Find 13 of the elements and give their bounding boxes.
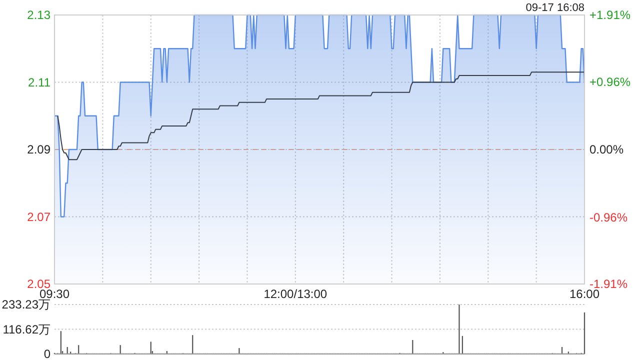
y2-tick-label: +1.91%	[590, 8, 631, 22]
y2-tick-label: +0.96%	[590, 75, 631, 90]
y-tick-label: 2.07	[27, 210, 51, 224]
y-tick-label: 2.13	[27, 8, 51, 22]
x-tick-label: 12:00/13:00	[264, 287, 328, 301]
y-tick-label: 116.62万	[2, 322, 50, 336]
y-tick-label: 0	[44, 347, 51, 360]
y-tick-label: 2.09	[27, 142, 51, 157]
chart-subtitle: 09-17 16:08	[526, 2, 584, 14]
y-tick-label: 2.11	[28, 75, 51, 90]
y2-tick-label: -0.96%	[590, 210, 628, 224]
y2-tick-label: 0.00%	[590, 142, 624, 157]
x-tick-label: 16:00	[569, 287, 600, 301]
